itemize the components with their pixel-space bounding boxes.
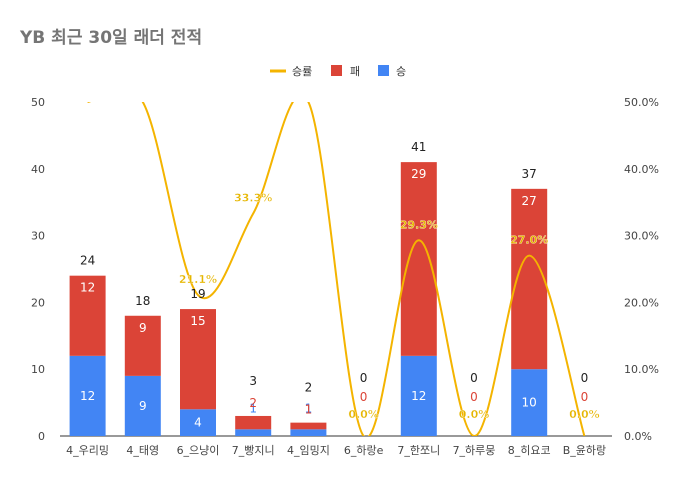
bar-win <box>124 375 161 436</box>
x-axis: 4_우리밍 4_태영 6_으냥이 7_빵지니 4_임밍지 6_하랑e 7_한쪼니 7_하루뭉 8… <box>66 443 606 457</box>
win-rate-label: 0.0% <box>569 408 600 421</box>
right-axis-tick-label: 0.0% <box>624 430 652 443</box>
loss-value-label: 27 <box>522 194 537 208</box>
total-value-label: 19 <box>190 287 205 301</box>
total-value-label: 0 <box>470 371 478 385</box>
x-axis-category-label: 8_히요코 <box>508 443 551 457</box>
left-axis-tick-label: 30 <box>31 230 45 243</box>
win-value-label: 1 <box>249 401 257 415</box>
total-value-label: 3 <box>249 374 257 388</box>
right-axis-tick-label: 10.0% <box>624 363 659 376</box>
win-value-label: 9 <box>139 399 147 413</box>
right-axis-tick-label: 20.0% <box>624 296 659 309</box>
bar-loss <box>180 309 216 410</box>
win-rate-label: 33.3% <box>234 192 272 205</box>
loss-value-label: 29 <box>411 167 426 181</box>
loss-value-label: 0 <box>470 390 478 404</box>
win-value-label: 10 <box>522 396 537 410</box>
loss-value-label: 2 <box>249 396 257 410</box>
win-rate-label: 29.3% <box>400 218 438 231</box>
right-axis-tick-label: 50.0% <box>624 96 659 109</box>
bar-loss <box>235 415 272 430</box>
total-value-label: 2 <box>305 381 313 395</box>
win-rate-line <box>87 102 586 436</box>
win-rate-label: 21.1% <box>179 273 217 286</box>
loss-value-label: 0 <box>581 390 589 404</box>
win-value-label: 4 <box>194 416 202 430</box>
right-axis: 0.0% 10.0% 20.0% 30.0% 40.0% 50.0% <box>624 96 659 443</box>
x-axis-category-label: 7_하루뭉 <box>453 443 496 457</box>
x-axis-category-label: 6_으냥이 <box>177 444 220 457</box>
left-axis-tick-label: 10 <box>31 363 45 376</box>
data-labels: 12122499184151921.1%12333.3%112000.0%122… <box>80 140 600 430</box>
bar-win <box>400 355 437 436</box>
x-axis-category-label: 7_한쪼니 <box>397 444 440 457</box>
total-value-label: 24 <box>80 254 95 268</box>
loss-value-label: 9 <box>139 321 147 335</box>
total-value-label: 18 <box>135 294 150 308</box>
win-value-label: 12 <box>80 389 95 403</box>
left-axis-tick-label: 20 <box>31 296 45 309</box>
legend-win-swatch <box>378 65 389 76</box>
bar-loss <box>69 275 106 356</box>
bar-win <box>180 409 216 436</box>
loss-value-label: 12 <box>80 281 95 295</box>
x-axis-category-label: 4_우리밍 <box>66 444 109 457</box>
loss-value-label: 0 <box>360 390 368 404</box>
left-axis-tick-label: 0 <box>38 430 45 443</box>
total-value-label: 0 <box>581 371 589 385</box>
loss-value-label: 1 <box>305 403 313 417</box>
x-axis-category-label: 4_태영 <box>126 444 159 457</box>
win-rate-label: 0.0% <box>348 408 379 421</box>
total-value-label: 0 <box>360 371 368 385</box>
x-axis-category-label: 6_하랑e <box>344 443 384 457</box>
win-value-label: 12 <box>411 389 426 403</box>
bar-loss <box>290 422 327 430</box>
legend-label-rate: 승률 <box>292 65 312 78</box>
win-value-label: 1 <box>305 401 313 415</box>
x-axis-category-label: B_윤하랑 <box>563 443 606 457</box>
left-axis-tick-label: 40 <box>31 163 45 176</box>
total-value-label: 37 <box>522 167 537 181</box>
right-axis-tick-label: 40.0% <box>624 163 659 176</box>
loss-value-label: 15 <box>190 314 205 328</box>
legend: 승률 패 승 <box>270 65 406 78</box>
legend-loss-swatch <box>331 65 342 76</box>
chart-title: YB 최근 30일 래더 전적 <box>19 28 202 48</box>
left-axis-tick-label: 50 <box>31 96 45 109</box>
legend-label-loss: 패 <box>350 65 360 78</box>
x-axis-category-label: 4_임밍지 <box>287 444 330 457</box>
bar-win <box>511 369 548 436</box>
x-axis-category-label: 7_빵지니 <box>232 444 275 457</box>
legend-label-win: 승 <box>396 65 406 78</box>
bar-loss <box>400 162 437 356</box>
left-axis: 0 10 20 30 40 50 <box>31 96 45 443</box>
win-rate-label: 0.0% <box>459 408 490 421</box>
bar-win <box>290 429 327 436</box>
bar-win <box>235 429 272 436</box>
win-rate-label: 27.0% <box>510 234 548 247</box>
bar-win <box>69 355 106 436</box>
win-rate-line-path <box>87 102 586 436</box>
bar-loss <box>124 315 161 376</box>
total-value-label: 41 <box>411 140 426 154</box>
bars <box>69 162 548 436</box>
right-axis-tick-label: 30.0% <box>624 230 659 243</box>
